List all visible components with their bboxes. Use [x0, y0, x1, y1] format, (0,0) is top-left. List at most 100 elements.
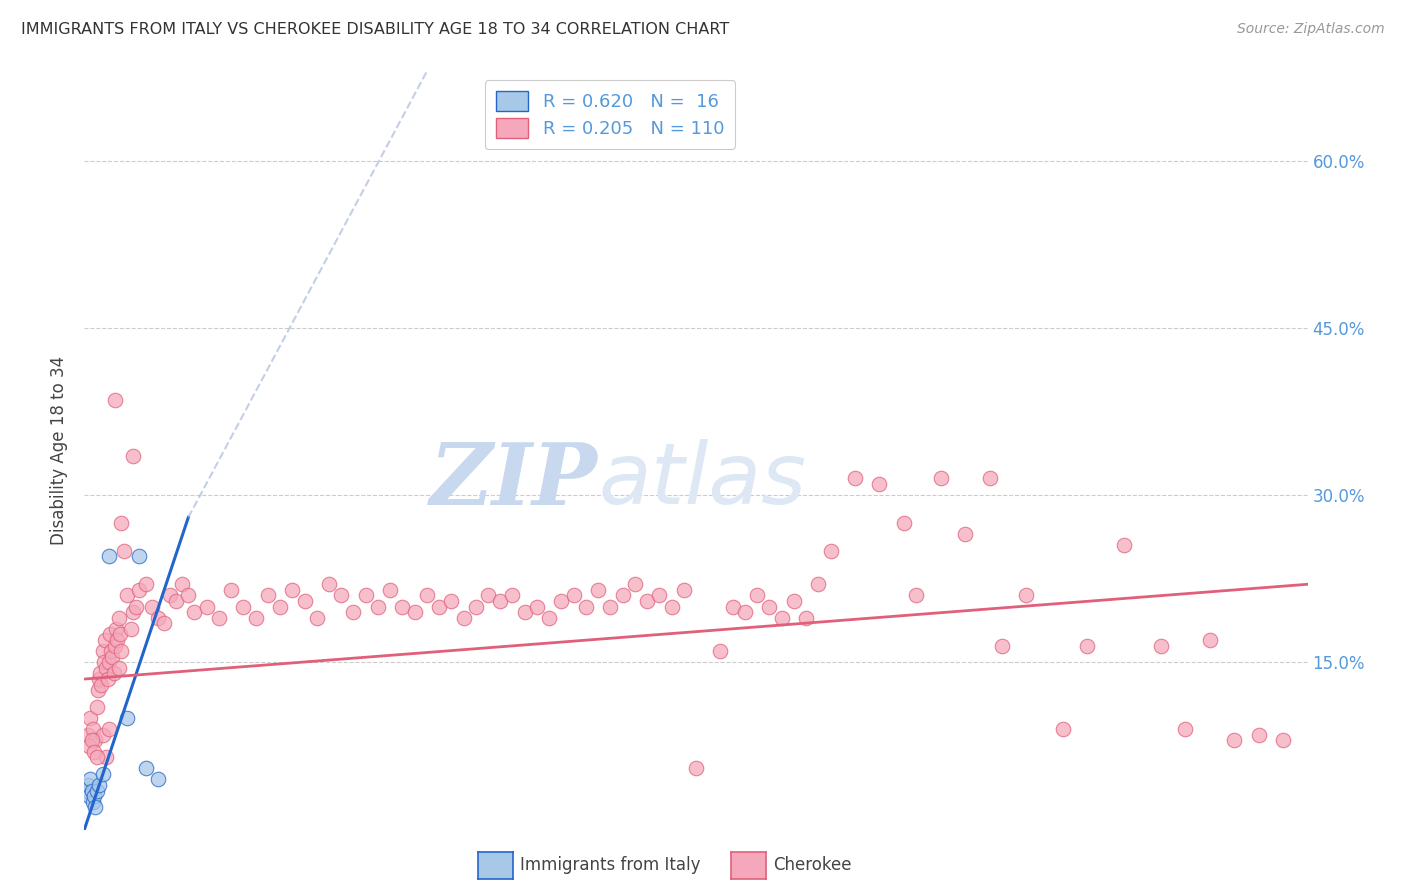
- Point: [83, 744, 105, 758]
- Point: [89, 666, 111, 681]
- Point: [91, 767, 114, 781]
- Point: [91, 728, 114, 742]
- Point: [159, 589, 181, 603]
- Point: [464, 599, 486, 614]
- Point: [342, 605, 364, 619]
- Point: [416, 589, 439, 603]
- Point: [844, 471, 866, 485]
- Point: [1052, 723, 1074, 737]
- Legend: R = 0.620   N =  16, R = 0.205   N = 110: R = 0.620 N = 16, R = 0.205 N = 110: [485, 80, 735, 149]
- Point: [84, 800, 107, 814]
- Point: [97, 655, 120, 669]
- Point: [380, 582, 402, 597]
- Text: Cherokee: Cherokee: [773, 856, 852, 874]
- Point: [453, 611, 475, 625]
- Point: [1174, 723, 1197, 737]
- Point: [104, 393, 127, 408]
- Point: [101, 649, 124, 664]
- Point: [208, 611, 231, 625]
- Point: [991, 639, 1014, 653]
- Point: [1076, 639, 1098, 653]
- Point: [685, 761, 707, 775]
- Point: [108, 627, 131, 641]
- Point: [1272, 733, 1295, 747]
- Point: [747, 589, 769, 603]
- Point: [758, 599, 780, 614]
- Point: [489, 594, 512, 608]
- Point: [477, 589, 499, 603]
- Point: [120, 622, 142, 636]
- Point: [794, 611, 817, 625]
- Point: [77, 778, 100, 792]
- Point: [112, 544, 135, 558]
- Point: [624, 577, 647, 591]
- Point: [76, 783, 98, 797]
- Point: [721, 599, 744, 614]
- Point: [636, 594, 658, 608]
- Point: [97, 672, 120, 686]
- Point: [177, 589, 200, 603]
- Point: [141, 599, 163, 614]
- Text: atlas: atlas: [598, 439, 806, 523]
- Point: [440, 594, 463, 608]
- Point: [98, 627, 121, 641]
- Point: [107, 661, 129, 675]
- Point: [427, 599, 450, 614]
- Point: [86, 699, 108, 714]
- Point: [269, 599, 291, 614]
- Point: [86, 750, 108, 764]
- Point: [90, 678, 112, 692]
- Point: [1015, 589, 1038, 603]
- Point: [354, 589, 377, 603]
- Point: [1223, 733, 1246, 747]
- Point: [128, 549, 150, 564]
- Point: [97, 723, 120, 737]
- Point: [183, 605, 205, 619]
- Point: [648, 589, 671, 603]
- Point: [122, 605, 145, 619]
- Point: [105, 633, 128, 648]
- Point: [586, 582, 609, 597]
- Point: [103, 666, 125, 681]
- Point: [79, 711, 101, 725]
- Point: [110, 516, 132, 530]
- Point: [80, 733, 103, 747]
- Point: [93, 655, 115, 669]
- Point: [513, 605, 536, 619]
- Point: [96, 750, 118, 764]
- Point: [820, 544, 842, 558]
- Point: [893, 516, 915, 530]
- Point: [195, 599, 218, 614]
- Point: [153, 616, 176, 631]
- Point: [562, 589, 585, 603]
- Point: [404, 605, 426, 619]
- Point: [87, 778, 110, 792]
- Point: [367, 599, 389, 614]
- Point: [305, 611, 328, 625]
- Point: [87, 683, 110, 698]
- Point: [165, 594, 187, 608]
- Point: [1150, 639, 1173, 653]
- Point: [82, 723, 104, 737]
- Point: [83, 789, 105, 804]
- Text: Immigrants from Italy: Immigrants from Italy: [520, 856, 700, 874]
- Point: [281, 582, 304, 597]
- Point: [107, 611, 129, 625]
- Point: [232, 599, 254, 614]
- Point: [929, 471, 952, 485]
- Point: [245, 611, 267, 625]
- Point: [96, 661, 118, 675]
- Point: [115, 711, 138, 725]
- Point: [80, 783, 103, 797]
- Point: [612, 589, 634, 603]
- Point: [1114, 538, 1136, 552]
- Point: [538, 611, 561, 625]
- Point: [953, 527, 976, 541]
- Point: [105, 622, 128, 636]
- Point: [257, 589, 280, 603]
- Point: [807, 577, 830, 591]
- Point: [110, 644, 132, 658]
- Point: [146, 772, 169, 787]
- Point: [599, 599, 621, 614]
- Point: [1247, 728, 1270, 742]
